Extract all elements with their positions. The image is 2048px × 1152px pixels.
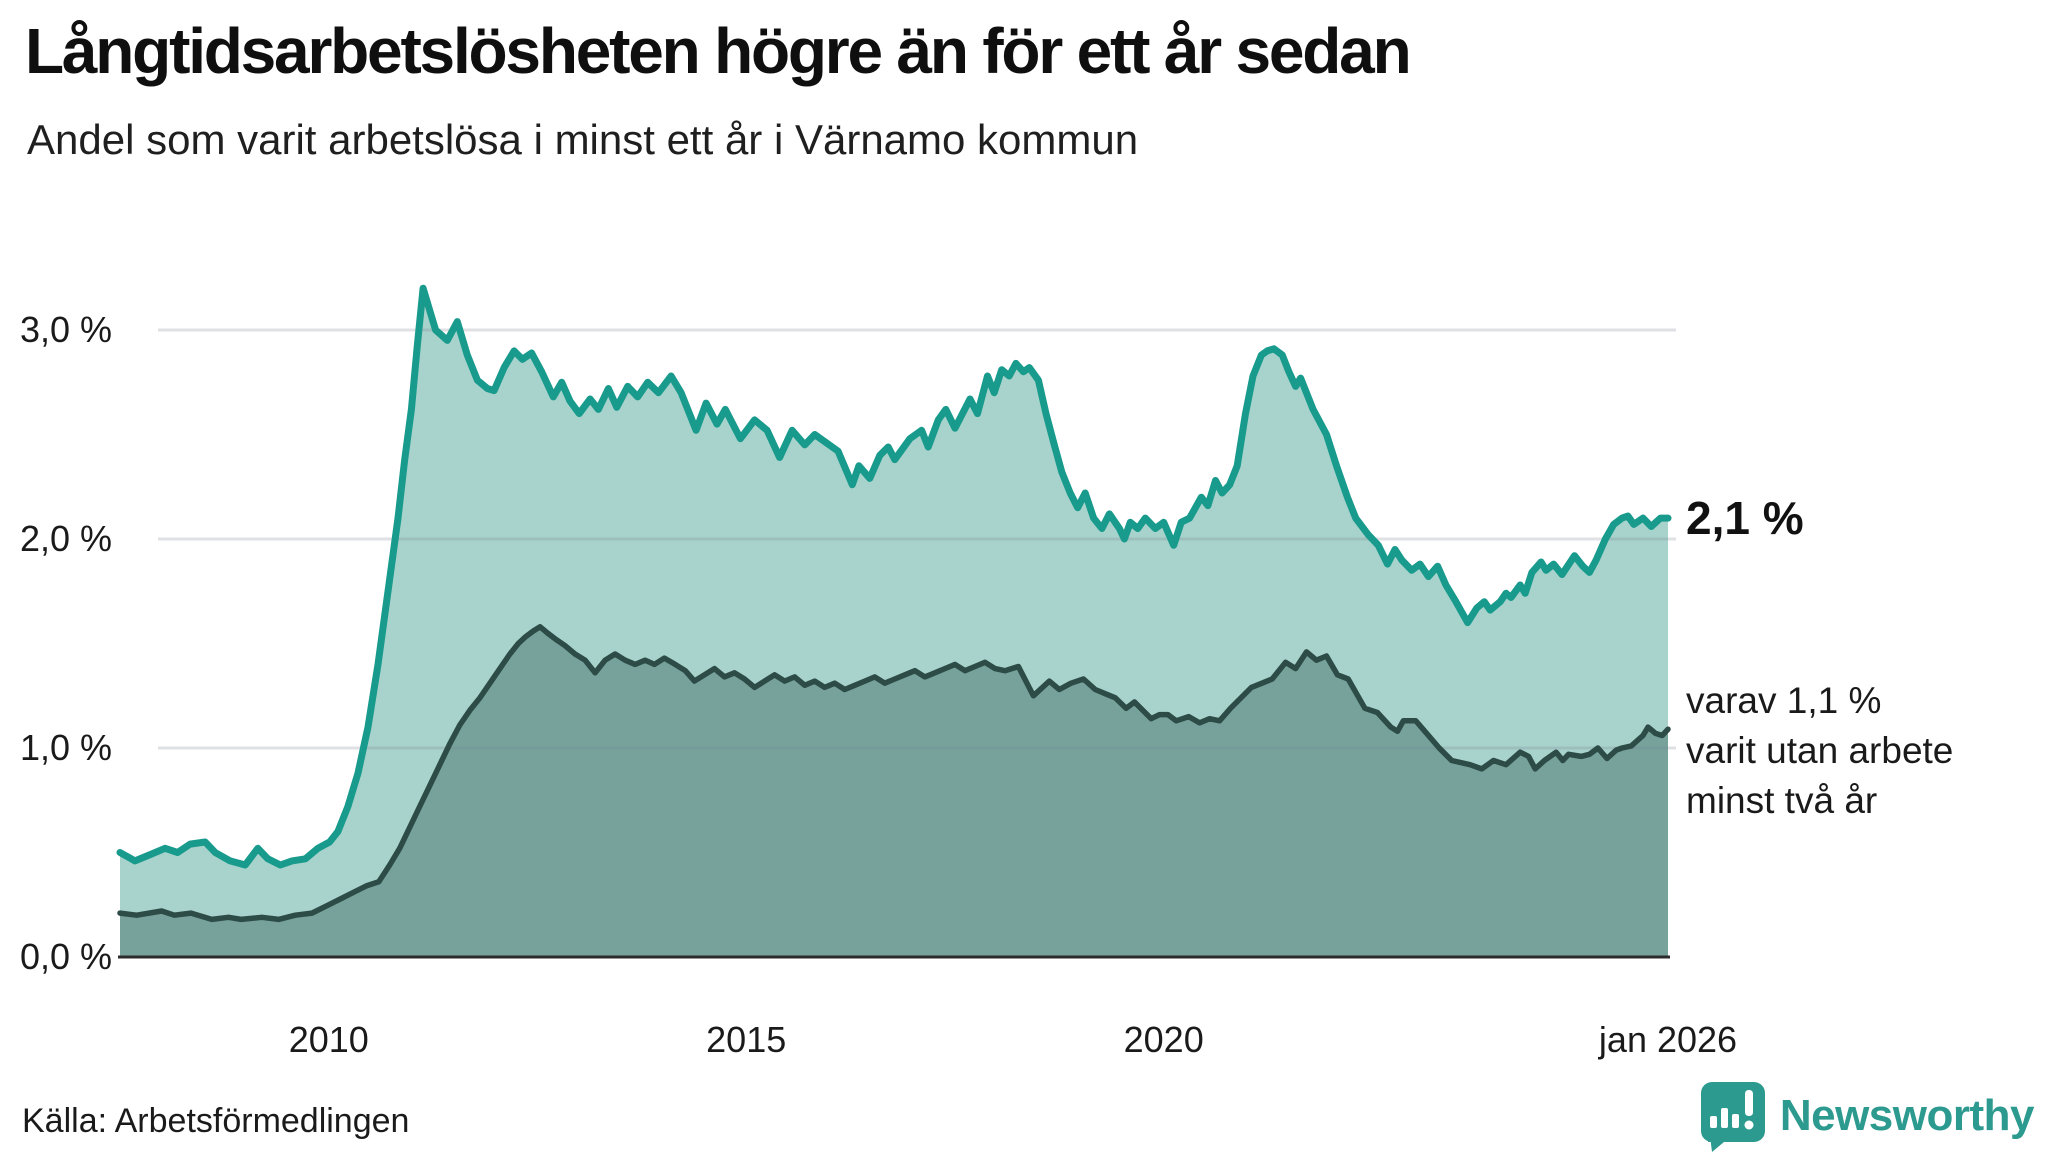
series-min-two-years-line bbox=[117, 624, 1671, 923]
x-tick-label-2020: 2020 bbox=[1124, 1019, 1204, 1060]
y-tick-label-1: 1,0 % bbox=[20, 727, 112, 768]
series-end-label-secondary-line1: varav 1,1 % bbox=[1686, 680, 1882, 721]
page-title: Långtidsarbetslösheten högre än för ett … bbox=[25, 15, 1412, 87]
x-tick-label-jan-2026: jan 2026 bbox=[1598, 1019, 1737, 1060]
y-tick-label-0: 0,0 % bbox=[20, 936, 112, 977]
series-end-label-secondary-line3: minst två år bbox=[1686, 780, 1878, 821]
series-min-one-year-line bbox=[116, 284, 1672, 869]
brand-wordmark: Newsworthy bbox=[1779, 1091, 2035, 1140]
series-min-two-years-area bbox=[120, 626, 1668, 957]
series-end-label-secondary: varav 1,1 % varit utan arbete minst två … bbox=[1686, 676, 1953, 826]
source-credit: Källa: Arbetsförmedlingen bbox=[22, 1102, 410, 1140]
y-tick-label-2: 2,0 % bbox=[20, 518, 112, 559]
series-end-label-secondary-line2: varit utan arbete bbox=[1686, 730, 1954, 771]
x-tick-label-2010: 2010 bbox=[289, 1019, 369, 1060]
page-subtitle: Andel som varit arbetslösa i minst ett å… bbox=[27, 116, 1139, 163]
series-end-label-primary: 2,1 % bbox=[1686, 492, 1804, 544]
newsworthy-logo-icon bbox=[1700, 1082, 1765, 1152]
brand-logo: Newsworthy bbox=[1698, 1080, 2035, 1152]
y-tick-label-3: 3,0 % bbox=[20, 309, 112, 350]
x-tick-label-2015: 2015 bbox=[706, 1019, 786, 1060]
